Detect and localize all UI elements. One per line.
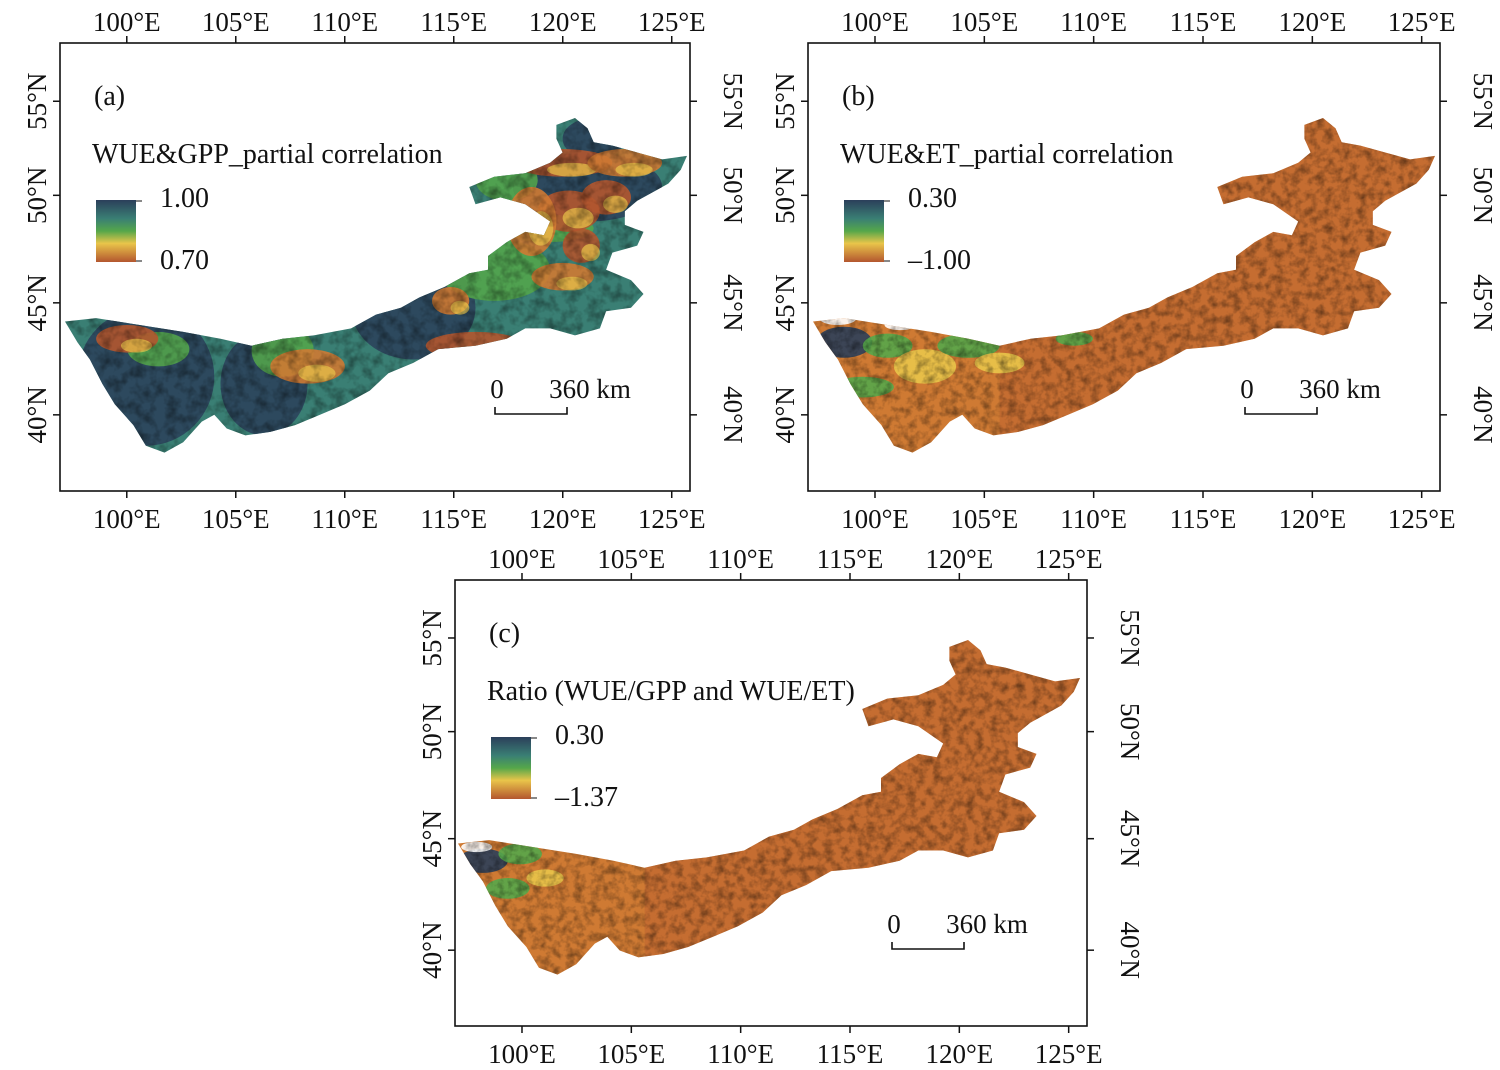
legend-min-label: –1.00 [907,245,971,276]
legend-max-label: 0.30 [555,720,604,751]
x-tick-top: 120°E [925,544,993,574]
y-tick-left: 55°N [417,609,447,666]
x-tick-bottom: 120°E [925,1039,993,1069]
x-tick-top: 115°E [1170,7,1237,37]
scale-bar-end: 360 km [549,374,631,404]
y-tick-left: 40°N [770,386,800,443]
x-tick-top: 110°E [311,7,378,37]
x-tick-bottom: 100°E [93,504,161,534]
y-tick-right: 55°N [1468,73,1498,130]
x-tick-bottom: 100°E [488,1039,556,1069]
x-tick-top: 100°E [93,7,161,37]
x-tick-bottom: 105°E [950,504,1018,534]
x-tick-bottom: 115°E [1170,504,1237,534]
y-tick-left: 45°N [770,274,800,331]
y-tick-left: 40°N [417,922,447,979]
y-tick-left: 40°N [22,386,52,443]
x-tick-bottom: 110°E [311,504,378,534]
y-tick-right: 50°N [718,167,748,224]
y-tick-right: 45°N [1115,810,1145,867]
y-tick-right: 40°N [1115,922,1145,979]
x-tick-bottom: 105°E [597,1039,665,1069]
x-tick-bottom: 125°E [1388,504,1456,534]
x-tick-top: 115°E [420,7,487,37]
y-tick-right: 55°N [718,73,748,130]
map-panel-c: 100°E 100°E 105°E 105°E 110°E 110°E 115°E 115°E… [417,544,1145,1069]
x-tick-top: 120°E [529,7,597,37]
x-tick-top: 105°E [950,7,1018,37]
y-tick-right: 40°N [1468,386,1498,443]
y-tick-left: 50°N [770,167,800,224]
x-tick-top: 110°E [1060,7,1127,37]
scale-bar-start: 0 [490,374,504,404]
x-tick-top: 125°E [1388,7,1456,37]
x-tick-top: 120°E [1278,7,1346,37]
x-tick-bottom: 120°E [529,504,597,534]
x-tick-bottom: 105°E [202,504,270,534]
y-tick-right: 45°N [718,274,748,331]
x-tick-bottom: 125°E [1035,1039,1103,1069]
legend-max-label: 1.00 [160,183,209,214]
map-panel-b: 100°E 100°E 105°E 105°E 110°E 110°E 115°E 115°E… [770,7,1498,534]
x-tick-bottom: 110°E [707,1039,774,1069]
scale-bar-start: 0 [1240,374,1254,404]
y-tick-right: 40°N [718,386,748,443]
legend-colorbar [491,737,531,799]
x-tick-bottom: 110°E [1060,504,1127,534]
legend-title: WUE&GPP_partial correlation [92,139,443,170]
y-tick-left: 55°N [22,73,52,130]
y-tick-right: 50°N [1468,167,1498,224]
y-tick-right: 55°N [1115,609,1145,666]
x-tick-top: 125°E [638,7,706,37]
legend-colorbar [96,200,136,262]
scale-bar [891,942,965,950]
x-tick-bottom: 120°E [1278,504,1346,534]
x-tick-bottom: 100°E [841,504,909,534]
legend-title: WUE&ET_partial correlation [840,139,1174,170]
scale-bar-end: 360 km [946,909,1028,939]
scale-bar-start: 0 [887,909,901,939]
legend-min-label: 0.70 [160,245,209,276]
scale-bar-end: 360 km [1299,374,1381,404]
x-tick-top: 105°E [202,7,270,37]
panel-label: (c) [489,618,520,649]
scale-bar [494,407,568,415]
x-tick-top: 125°E [1035,544,1103,574]
scale-bar [1244,407,1318,415]
x-tick-bottom: 115°E [817,1039,884,1069]
y-tick-right: 45°N [1468,274,1498,331]
y-tick-right: 50°N [1115,703,1145,760]
x-tick-bottom: 115°E [420,504,487,534]
x-tick-top: 100°E [841,7,909,37]
legend-title: Ratio (WUE/GPP and WUE/ET) [487,676,855,707]
x-tick-top: 110°E [707,544,774,574]
legend-colorbar [844,200,884,262]
y-tick-left: 45°N [417,810,447,867]
y-tick-left: 50°N [417,703,447,760]
legend-max-label: 0.30 [908,183,957,214]
y-tick-left: 50°N [22,167,52,224]
map-panel-a: 100°E 100°E 105°E 105°E 110°E 110°E 115°E 115°E… [22,7,748,534]
y-tick-left: 45°N [22,274,52,331]
panel-label: (a) [94,81,125,112]
x-tick-top: 115°E [817,544,884,574]
panel-label: (b) [842,81,875,112]
y-tick-left: 55°N [770,73,800,130]
x-tick-top: 100°E [488,544,556,574]
legend-min-label: –1.37 [554,782,618,813]
x-tick-top: 105°E [597,544,665,574]
x-tick-bottom: 125°E [638,504,706,534]
